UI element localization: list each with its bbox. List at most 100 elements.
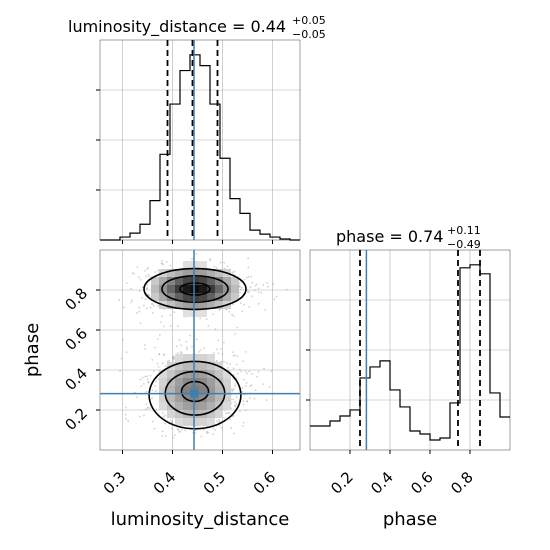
joint-point (245, 385, 247, 387)
joint-point (198, 351, 200, 353)
joint-point (209, 259, 212, 262)
joint-point (225, 362, 228, 364)
joint-point (214, 429, 217, 431)
joint-point (253, 397, 256, 400)
joint-density-cell (199, 418, 207, 426)
joint-density-cell (151, 285, 159, 293)
joint-density-cell (223, 277, 231, 285)
joint-point (230, 402, 233, 405)
joint-density-cell (199, 261, 207, 269)
joint-point (232, 351, 234, 354)
joint-point (161, 412, 164, 414)
joint-density-cell (191, 293, 199, 301)
joint-point (206, 432, 208, 434)
joint-point (162, 353, 165, 356)
joint-point (263, 367, 265, 370)
joint-density-cell (191, 285, 199, 293)
joint-point (139, 378, 142, 381)
joint-point (247, 276, 250, 278)
joint-point (172, 359, 175, 361)
ld-title-sup: +0.05 (292, 14, 326, 27)
joint-point (136, 396, 138, 399)
hist-phase-panel: phase = 0.74 +0.11 −0.49 0.2 0.4 0.6 0.8 (306, 224, 511, 498)
joint-xticklabel-1: 0.4 (150, 468, 180, 498)
joint-point (172, 355, 175, 358)
joint-point (169, 419, 172, 422)
joint-point (234, 333, 236, 336)
joint-density-cell (191, 269, 199, 277)
joint-point (173, 311, 176, 314)
joint-point (125, 351, 128, 353)
joint-density-cell (199, 370, 207, 378)
joint-point (248, 370, 251, 373)
joint-point (144, 348, 147, 350)
joint-point (157, 305, 160, 307)
joint-density-cell (207, 301, 215, 309)
x-axis-label-phase: phase (383, 509, 437, 530)
joint-point (220, 261, 222, 264)
joint-point (144, 269, 146, 272)
joint-point (232, 315, 235, 317)
joint-point (189, 334, 192, 337)
joint-point (215, 267, 218, 269)
joint-ticks (96, 289, 273, 454)
joint-point (171, 421, 173, 424)
joint-point (232, 355, 235, 357)
joint-point (199, 317, 201, 320)
joint-xticklabel-3: 0.6 (250, 468, 280, 498)
phase-title-sup: +0.11 (447, 224, 481, 237)
joint-point (161, 315, 163, 318)
joint-density-cell (175, 394, 183, 402)
joint-point (223, 360, 225, 363)
joint-point (239, 410, 241, 413)
joint-point (147, 293, 150, 296)
joint-point (146, 407, 149, 410)
joint-point (268, 386, 271, 389)
joint-density-cell (223, 378, 231, 386)
joint-point (272, 283, 275, 285)
joint-density-cell (167, 386, 175, 394)
joint-density-cell (231, 277, 239, 285)
joint-point (236, 372, 239, 375)
joint-point (168, 359, 170, 362)
joint-density-cell (199, 269, 207, 277)
joint-density-cell (207, 386, 215, 394)
joint-point (152, 304, 155, 307)
joint-point (254, 389, 257, 392)
joint-point (247, 257, 250, 260)
joint-point (243, 278, 246, 281)
joint-point (151, 420, 154, 423)
joint-point (176, 325, 179, 328)
joint-density-cell (191, 410, 199, 418)
joint-point (125, 406, 127, 409)
joint-point (234, 354, 236, 357)
joint-point (265, 399, 268, 401)
joint-density-cell (191, 354, 199, 362)
joint-point (146, 375, 149, 378)
joint-point (161, 259, 163, 262)
joint-point (143, 414, 145, 417)
joint-point (146, 268, 149, 270)
joint-point (148, 294, 151, 297)
joint-point (151, 302, 153, 305)
joint-contour-0-0 (179, 282, 211, 296)
joint-point (142, 382, 145, 385)
joint-point (246, 291, 249, 294)
joint-point (130, 287, 132, 290)
joint-contour-1-0 (180, 380, 210, 403)
ld-histogram-step (100, 54, 300, 241)
joint-point (236, 326, 239, 329)
joint-density-cell (207, 354, 215, 362)
joint-density-cell (207, 410, 215, 418)
joint-density-cell (207, 285, 215, 293)
ld-title-sub: −0.05 (292, 28, 326, 41)
joint-point (238, 368, 241, 371)
joint-point (227, 367, 230, 369)
joint-point (154, 385, 156, 387)
joint-density-cell (175, 378, 183, 386)
joint-density-cell (215, 277, 223, 285)
joint-point (122, 306, 125, 309)
joint-point (139, 278, 142, 281)
joint-point (253, 289, 256, 292)
joint-point (169, 264, 172, 267)
